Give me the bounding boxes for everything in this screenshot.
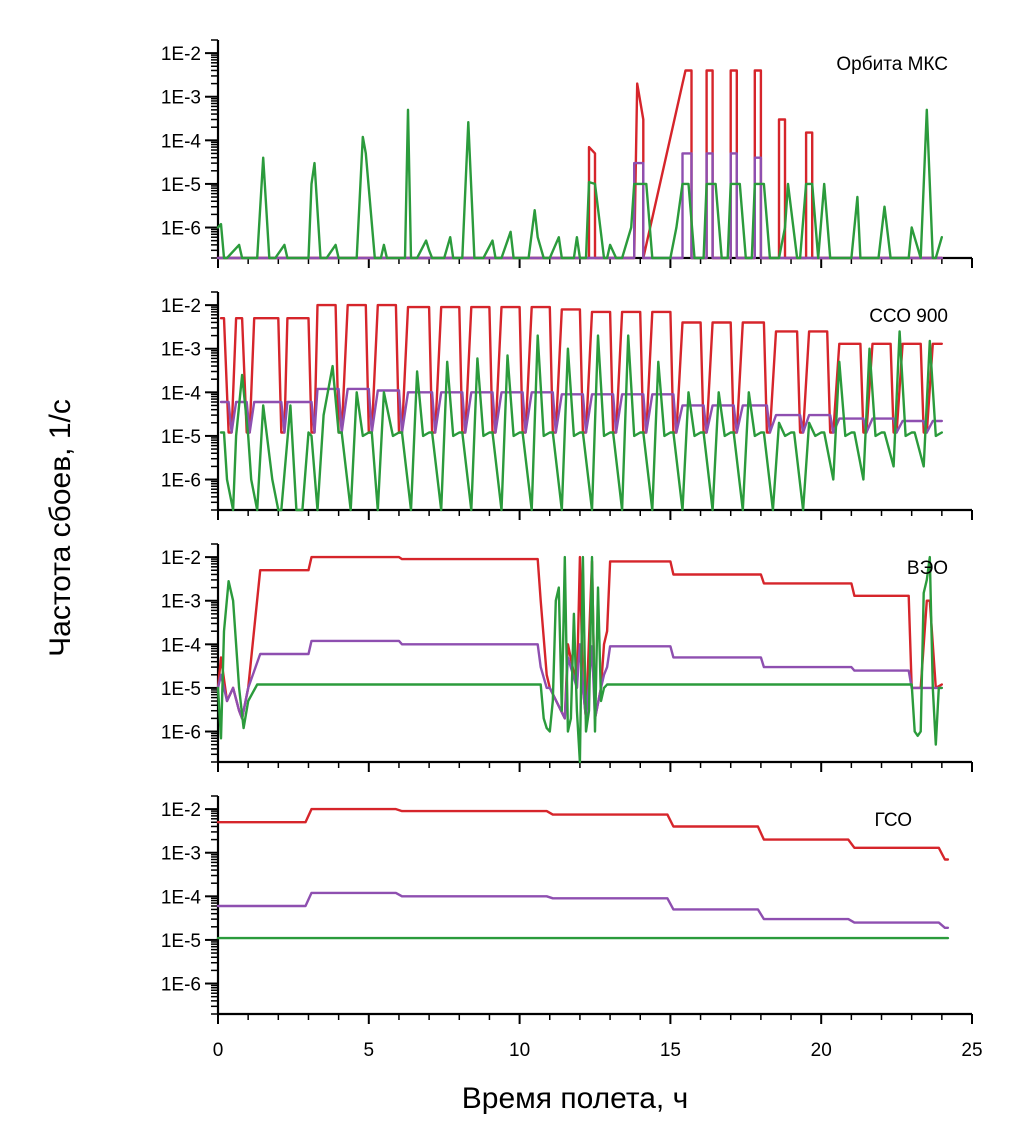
series-line-purple [219,387,943,434]
series-line-red [216,69,943,260]
y-tick-label: 1E-2 [161,44,201,65]
panel-label: ВЭО [907,558,948,579]
y-tick-label: 1E-6 [161,219,201,240]
x-tick-label: 0 [213,1040,224,1061]
series-line-red [219,303,943,434]
y-tick-label: 1E-3 [161,592,201,613]
x-axis-tick-labels: 0 5 10 15 20 25 [213,1040,983,1061]
y-tick-label: 1E-3 [161,844,201,865]
panel-4: 1E-6 1E-5 1E-4 1E-3 1E-2 ГСО [161,795,973,1024]
series-line-purple [216,152,943,260]
y-tick-label: 1E-4 [161,131,202,152]
panel-label: Орбита МКС [836,54,948,75]
chart-panels: 1E-61E-51E-41E-31E-2 Орбита МКС1E-61E-51E… [161,39,973,1024]
y-tick-label: 1E-4 [161,887,202,908]
y-tick-label: 1E-3 [161,340,201,361]
series-line-green [219,330,943,512]
y-tick-label: 1E-5 [161,679,201,700]
y-tick-label: 1E-5 [161,427,201,448]
x-tick-label: 5 [364,1040,375,1061]
x-tick-label: 25 [961,1040,982,1061]
series-line-green [216,108,943,260]
panel-2: 1E-6 1E-5 1E-4 1E-3 1E-2 ССО 900 [161,291,973,520]
series-line-purple [216,891,950,929]
panel-3: 1E-6 1E-5 1E-4 1E-3 1E-2 ВЭО [161,543,973,772]
y-tick-label: 1E-2 [161,548,201,569]
x-tick-label: 20 [811,1040,832,1061]
y-tick-label: 1E-6 [161,723,201,744]
series-line-green [216,555,943,764]
panel-1: 1E-6 1E-5 1E-4 1E-3 1E-2 Орбита МКС [161,39,973,268]
y-tick-label: 1E-6 [161,471,201,492]
y-tick-label: 1E-6 [161,975,201,996]
x-axis-title: Время полета, ч [462,1082,688,1115]
x-tick-label: 15 [660,1040,681,1061]
panel-label: ССО 900 [869,306,948,327]
series-line-red [216,807,950,861]
y-tick-label: 1E-4 [161,635,202,656]
y-axis-title: Частота сбоев, 1/с [44,399,77,657]
y-tick-label: 1E-2 [161,800,201,821]
y-tick-label: 1E-5 [161,931,201,952]
y-tick-label: 1E-3 [161,88,201,109]
x-tick-label: 10 [509,1040,530,1061]
y-tick-label: 1E-5 [161,175,201,196]
y-tick-label: 1E-2 [161,296,201,317]
y-tick-label: 1E-4 [161,383,202,404]
panel-label: ГСО [874,810,912,831]
